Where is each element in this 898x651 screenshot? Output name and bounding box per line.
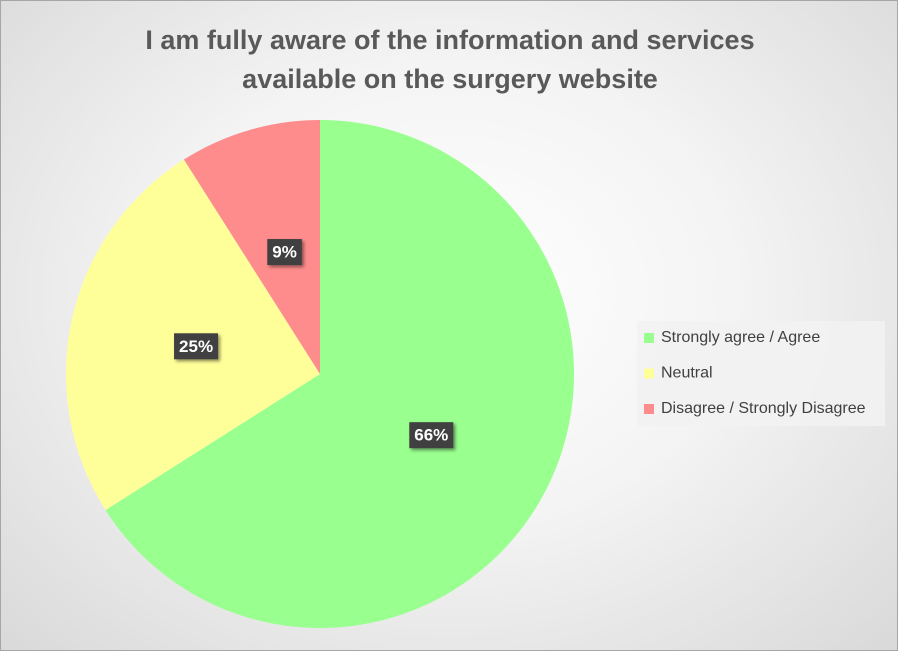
pie-slice <box>105 120 574 629</box>
pie-slice <box>183 120 320 374</box>
legend-swatch <box>644 333 654 343</box>
legend-box <box>637 321 885 426</box>
data-label-group: 9% <box>267 239 302 266</box>
data-label: 25% <box>179 337 213 356</box>
data-label-group: 25% <box>174 333 219 360</box>
data-label-box <box>174 333 219 360</box>
data-label-box <box>409 422 454 449</box>
chart-title: I am fully aware of the information and … <box>145 25 755 94</box>
data-label: 9% <box>272 243 297 262</box>
legend-label: Disagree / Strongly Disagree <box>661 400 866 417</box>
data-label-group: 66% <box>409 422 454 449</box>
legend-swatch <box>644 404 654 414</box>
data-label-box <box>267 239 302 266</box>
legend-swatch <box>644 368 654 379</box>
legend-label: Neutral <box>661 365 713 382</box>
data-label: 66% <box>414 426 448 445</box>
legend-label: Strongly agree / Agree <box>661 329 820 346</box>
